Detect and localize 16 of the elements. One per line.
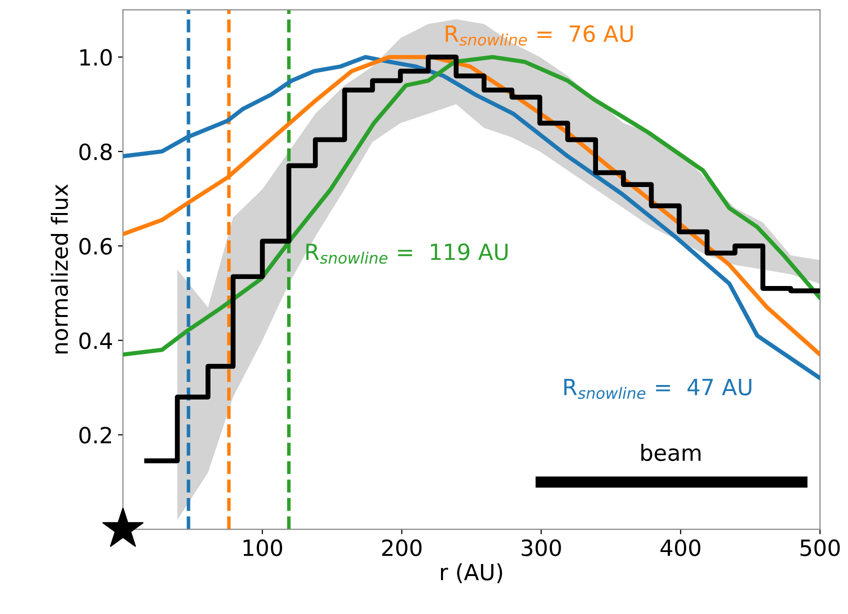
ref-line-label: R$_{snowline}$ = 47 AU bbox=[564, 378, 752, 399]
x-tick-label: 100 bbox=[244, 539, 282, 556]
annotation: beam bbox=[641, 444, 700, 462]
x-tick-label: 400 bbox=[660, 539, 700, 556]
x-tick-label: 300 bbox=[522, 539, 561, 556]
ref-line-label: R$_{snowline}$ = 119 AU bbox=[306, 243, 508, 264]
y-tick-label: 0.8 bbox=[79, 143, 112, 160]
x-tick-label: 500 bbox=[800, 539, 840, 556]
y-tick-label: 1.0 bbox=[80, 48, 112, 66]
y-tick-label: 0.2 bbox=[79, 426, 112, 444]
ref-line-label: R$_{snowline}$ = 76 AU bbox=[446, 25, 633, 46]
y-axis-title: normalized flux bbox=[50, 184, 68, 354]
y-tick-label: 0.6 bbox=[79, 238, 112, 255]
x-tick-label: 200 bbox=[382, 539, 422, 556]
x-axis-title: r (AU) bbox=[441, 563, 502, 584]
y-tick-label: 0.4 bbox=[79, 332, 112, 350]
